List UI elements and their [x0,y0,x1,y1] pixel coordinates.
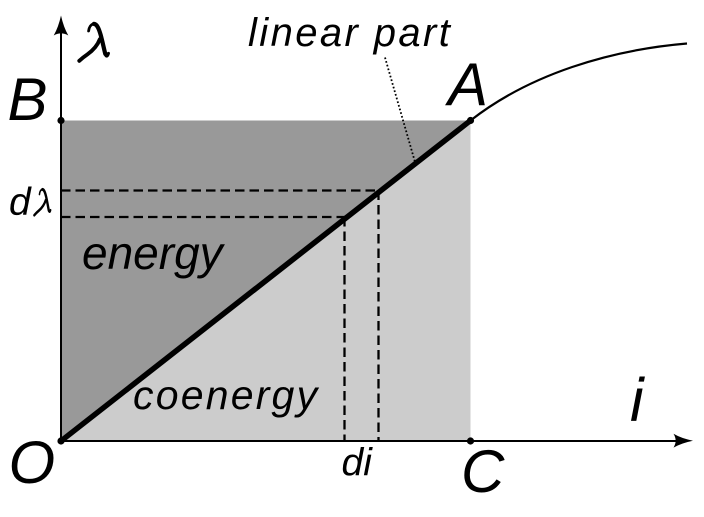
svg-text:C: C [461,438,505,505]
svg-text:A: A [445,51,488,118]
svg-text:B: B [8,66,48,133]
svg-text:energy: energy [82,227,226,279]
svg-text:coenergy: coenergy [133,372,320,418]
svg-text:O: O [9,429,56,496]
svg-text:i: i [630,366,645,434]
svg-text:d: d [9,181,32,224]
svg-text:linear part: linear part [248,11,452,55]
svg-text:di: di [342,442,374,485]
